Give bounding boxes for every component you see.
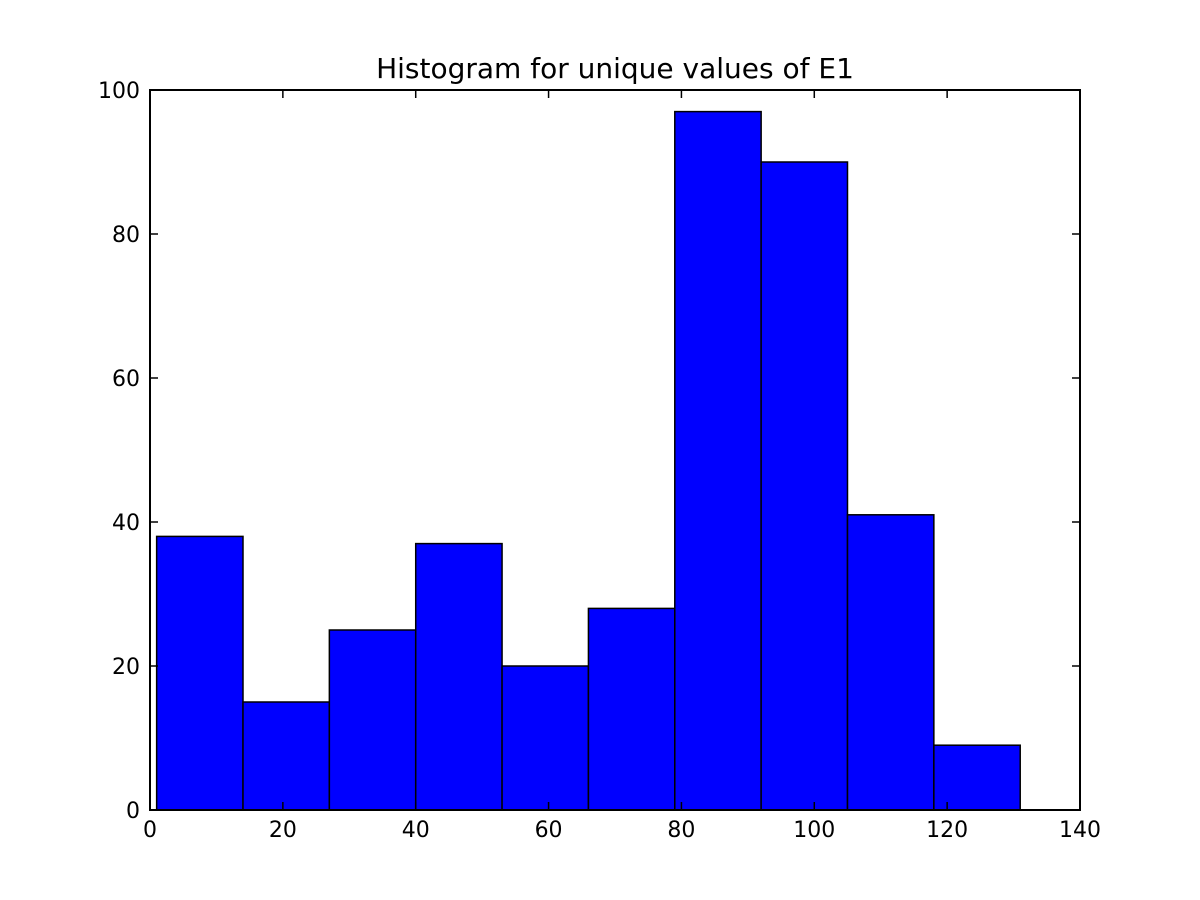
histogram-bar-9 [933, 744, 1021, 811]
x-tick-label-0: 0 [143, 818, 157, 843]
y-tick-label-2: 40 [112, 511, 140, 536]
x-tick-label-6: 120 [926, 818, 968, 843]
bars-layer [155, 110, 1021, 811]
histogram-bar-5 [587, 607, 676, 811]
y-tick-label-3: 60 [112, 367, 140, 392]
y-tick-label-0: 0 [126, 799, 140, 824]
histogram-bar-2 [328, 629, 417, 811]
chart-title: Histogram for unique values of E1 [376, 52, 854, 85]
y-tick-label-1: 20 [112, 655, 140, 680]
ticks-layer: 0 20 40 60 80 100 120 140 0 20 40 60 80 100 [98, 79, 1101, 843]
x-tick-label-3: 60 [535, 818, 563, 843]
histogram-bar-6 [674, 110, 762, 811]
histogram-bar-3 [414, 542, 503, 811]
plot-frame [149, 89, 1081, 811]
histogram-bar-4 [501, 665, 590, 811]
x-tick-label-2: 40 [402, 818, 430, 843]
histogram-bar-8 [846, 514, 935, 811]
x-tick-label-4: 80 [667, 818, 695, 843]
histogram-bar-1 [242, 701, 331, 811]
x-tick-label-5: 100 [793, 818, 835, 843]
y-tick-label-4: 80 [112, 223, 140, 248]
histogram-bar-0 [155, 535, 244, 811]
y-tick-label-5: 100 [98, 79, 140, 104]
histogram-bar-7 [760, 161, 849, 811]
x-tick-label-7: 140 [1059, 818, 1101, 843]
x-tick-label-1: 20 [269, 818, 297, 843]
